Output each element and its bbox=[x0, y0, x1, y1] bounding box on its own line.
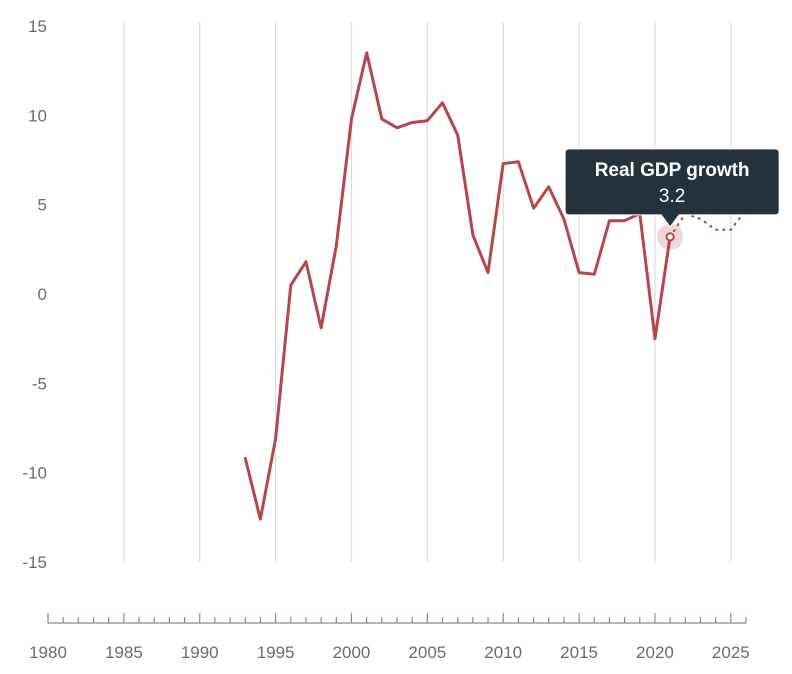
tooltip: Real GDP growth 3.2 bbox=[564, 148, 780, 250]
tooltip-title: Real GDP growth bbox=[595, 160, 750, 181]
hover-point[interactable] bbox=[665, 232, 675, 242]
y-tick-label: -15 bbox=[22, 553, 47, 572]
gdp-growth-line bbox=[243, 51, 672, 521]
x-tick-label: 1980 bbox=[29, 643, 67, 662]
x-tick-label: 2010 bbox=[484, 643, 522, 662]
x-tick-label: 2000 bbox=[333, 643, 371, 662]
x-tick-label: 2020 bbox=[636, 643, 674, 662]
x-axis: 1980 1985 1990 1995 2000 2005 2010 2015 2020 2025 bbox=[29, 613, 750, 662]
x-tick-label: 2025 bbox=[712, 643, 750, 662]
tooltip-value: 3.2 bbox=[659, 186, 685, 207]
x-tick-label: 2005 bbox=[408, 643, 446, 662]
x-tick-label: 2015 bbox=[560, 643, 598, 662]
x-tick-label: 1990 bbox=[181, 643, 219, 662]
y-tick-label: 10 bbox=[28, 106, 47, 125]
x-tick-label: 1985 bbox=[105, 643, 143, 662]
x-tick-label: 1995 bbox=[257, 643, 295, 662]
tooltip-box bbox=[564, 148, 780, 228]
y-tick-label: 0 bbox=[38, 285, 47, 304]
y-tick-label: -5 bbox=[32, 374, 47, 393]
y-tick-label: 5 bbox=[38, 196, 47, 215]
vertical-grid bbox=[123, 22, 732, 562]
y-axis: 15 10 5 0 -5 -10 -15 bbox=[22, 17, 47, 572]
series-layer bbox=[243, 51, 748, 521]
y-tick-label: 15 bbox=[28, 17, 47, 36]
y-tick-label: -10 bbox=[22, 464, 47, 483]
